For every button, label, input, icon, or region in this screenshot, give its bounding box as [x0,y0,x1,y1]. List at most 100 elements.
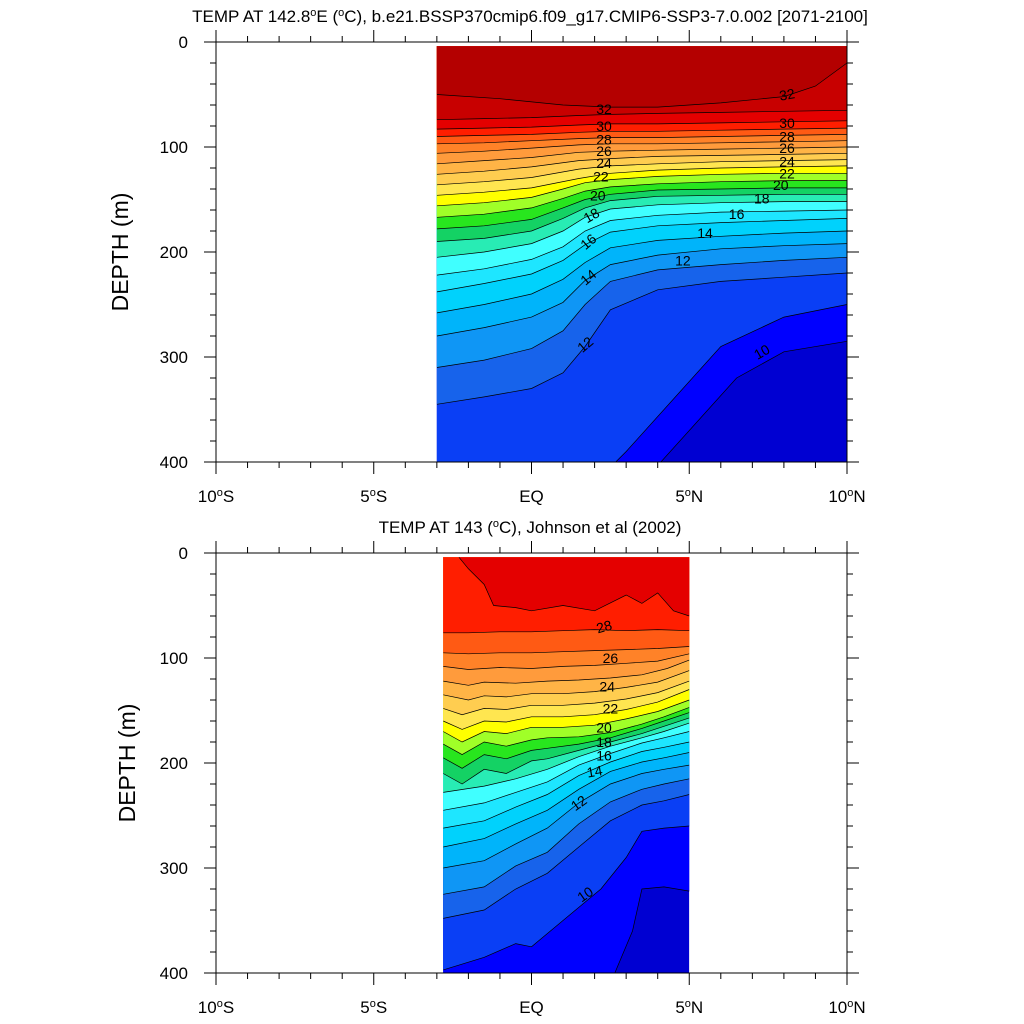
x-tick-label: EQ [519,487,544,506]
isotherm-12 [443,794,690,919]
y-axis-label: DEPTH (m) [114,704,140,823]
contour-label: 12 [675,252,691,268]
contour-label: 28 [594,617,613,637]
x-tick-label: EQ [519,998,544,1017]
contour-label: 24 [596,155,612,171]
contour-label: 22 [779,165,795,181]
isotherm-26 [436,146,847,165]
contour-label: 30 [596,118,612,134]
isotherm-11 [443,825,690,971]
contour-label: 16 [729,206,745,222]
contour-label: 24 [779,154,795,170]
contour-fill [436,46,847,462]
panel-model: TEMP AT 142.8oE (oC), b.e21.BSSP370cmip6… [107,7,868,506]
isotherm-11 [615,304,847,462]
contour-lines [436,62,847,462]
y-tick-label: 100 [160,649,188,668]
isotherm-16 [436,218,847,293]
contour-label: 18 [596,734,612,750]
isotherm-21 [436,180,847,218]
isotherm-14 [436,243,847,337]
isotherm-10 [614,886,690,973]
contour-label: 28 [779,129,795,145]
isotherm-20 [436,187,847,230]
x-tick-label: 10oN [828,487,865,506]
isotherm-10 [660,340,847,462]
isotherm-23 [436,165,847,196]
isotherm-14 [443,764,690,869]
x-tick-label: 10oN [828,998,865,1017]
x-tick-label: 10oS [198,487,234,506]
isotherm-17 [436,209,847,276]
contour-label: 28 [596,132,612,148]
isotherm-27 [436,140,847,154]
isotherm-16 [443,741,690,829]
isotherm-24 [443,680,690,716]
x-tick-label: 5oS [360,487,387,506]
contour-label: 18 [754,190,770,206]
contour-label: 14 [586,762,604,780]
panel-title: TEMP AT 143 (oC), Johnson et al (2002) [379,518,682,537]
isotherm-13 [443,778,690,895]
y-tick-label: 300 [160,348,188,367]
contour-label: 26 [603,650,619,666]
x-tick-label: 10oS [198,998,234,1017]
isotherm-28 [436,134,847,145]
contour-label: 20 [590,187,606,203]
isotherm-22 [443,699,690,743]
contour-label: 14 [697,225,713,241]
contour-label: 22 [603,700,619,716]
contour-label: 32 [596,101,612,117]
contour-band-30 [458,557,690,616]
isotherm-12 [436,272,847,405]
isotherm-25 [443,670,690,701]
isotherm-22 [436,172,847,207]
y-tick-label: 100 [160,138,188,157]
isotherm-21 [443,707,690,756]
contour-label: 20 [773,177,789,193]
panel-title: TEMP AT 142.8oE (oC), b.e21.BSSP370cmip6… [192,7,868,26]
isotherm-18 [436,201,847,258]
contour-label: 22 [593,168,609,184]
contour-band-32 [436,46,847,108]
isotherm-24 [436,159,847,186]
contour-label: 32 [778,85,796,103]
y-tick-label: 200 [160,243,188,262]
contour-lines [443,557,690,973]
contour-label: 26 [596,143,612,159]
contour-label: 16 [596,748,612,764]
contour-label: 18 [581,204,603,226]
isotherm-29 [436,127,847,137]
isotherm-17 [443,731,690,811]
x-tick-label: 5oN [675,998,703,1017]
y-tick-label: 0 [179,33,188,52]
x-tick-label: 5oN [675,487,703,506]
contour-label: 10 [751,341,773,363]
y-tick-label: 400 [160,453,188,472]
isotherm-29 [443,629,690,634]
contour-label: 24 [599,678,615,694]
isotherm-13 [436,256,847,368]
isotherm-32 [436,62,847,108]
isotherm-30 [436,120,847,130]
isotherm-19 [443,717,690,785]
contour-label: 30 [779,115,795,131]
y-tick-label: 200 [160,754,188,773]
x-tick-label: 5oS [360,998,387,1017]
isotherm-19 [436,193,847,242]
y-axis-label: DEPTH (m) [107,193,133,312]
contour-label: 26 [779,140,795,156]
y-tick-label: 300 [160,859,188,878]
y-tick-label: 400 [160,964,188,983]
isotherm-28 [443,646,690,655]
isotherm-31 [436,109,847,121]
isotherm-26 [443,659,690,686]
isotherm-15 [436,230,847,314]
contour-label: 20 [596,719,612,735]
isotherm-30 [458,557,690,617]
isotherm-27 [443,653,690,670]
isotherm-20 [443,712,690,769]
isotherm-15 [443,752,690,848]
y-tick-label: 0 [179,544,188,563]
